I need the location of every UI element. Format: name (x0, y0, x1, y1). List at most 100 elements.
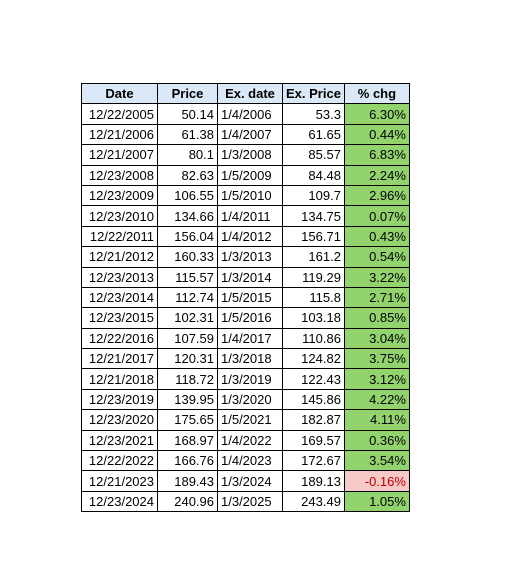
cell-ex-price[interactable]: 161.2 (282, 246, 345, 268)
cell-date[interactable]: 12/21/2006 (81, 123, 158, 146)
cell-pct-chg[interactable]: 2.24% (343, 164, 410, 186)
cell-pct-chg[interactable]: 0.44% (343, 123, 410, 146)
cell-ex-price[interactable]: 85.57 (282, 144, 345, 166)
cell-date[interactable]: 12/21/2023 (81, 470, 158, 492)
cell-ex-date[interactable]: 1/5/2015 (217, 286, 283, 309)
header-pct-chg[interactable]: % chg (343, 82, 410, 105)
cell-pct-chg[interactable]: 0.07% (343, 205, 410, 227)
cell-ex-date[interactable]: 1/3/2008 (217, 144, 283, 166)
cell-price[interactable]: 107.59 (157, 327, 218, 350)
cell-ex-price[interactable]: 84.48 (282, 164, 345, 186)
cell-pct-chg[interactable]: 3.04% (343, 327, 410, 350)
cell-ex-date[interactable]: 1/3/2020 (217, 388, 283, 411)
cell-price[interactable]: 134.66 (157, 205, 218, 227)
cell-ex-date[interactable]: 1/5/2021 (217, 409, 283, 431)
cell-price[interactable]: 61.38 (157, 123, 218, 146)
cell-price[interactable]: 156.04 (157, 225, 218, 248)
cell-ex-date[interactable]: 1/4/2023 (217, 450, 283, 472)
cell-ex-price[interactable]: 172.67 (282, 450, 345, 472)
cell-ex-price[interactable]: 182.87 (282, 409, 345, 431)
cell-date[interactable]: 12/23/2019 (81, 388, 158, 411)
cell-pct-chg[interactable]: -0.16% (343, 470, 410, 492)
cell-ex-price[interactable]: 189.13 (282, 470, 345, 492)
cell-ex-date[interactable]: 1/3/2013 (217, 246, 283, 268)
cell-ex-date[interactable]: 1/3/2018 (217, 348, 283, 370)
cell-pct-chg[interactable]: 3.75% (343, 348, 410, 370)
cell-ex-date[interactable]: 1/4/2012 (217, 225, 283, 248)
header-date[interactable]: Date (81, 82, 158, 105)
cell-date[interactable]: 12/23/2020 (81, 409, 158, 431)
cell-date[interactable]: 12/21/2017 (81, 348, 158, 370)
cell-pct-chg[interactable]: 3.22% (343, 266, 410, 288)
cell-price[interactable]: 160.33 (157, 246, 218, 268)
cell-pct-chg[interactable]: 3.12% (343, 368, 410, 390)
cell-pct-chg[interactable]: 2.96% (343, 184, 410, 207)
cell-ex-price[interactable]: 53.3 (282, 103, 345, 125)
cell-price[interactable]: 139.95 (157, 388, 218, 411)
cell-pct-chg[interactable]: 0.43% (343, 225, 410, 248)
cell-ex-price[interactable]: 103.18 (282, 307, 345, 329)
cell-date[interactable]: 12/22/2022 (81, 450, 158, 472)
cell-ex-price[interactable]: 134.75 (282, 205, 345, 227)
cell-pct-chg[interactable]: 3.54% (343, 450, 410, 472)
cell-ex-price[interactable]: 145.86 (282, 388, 345, 411)
cell-ex-date[interactable]: 1/5/2009 (217, 164, 283, 186)
cell-date[interactable]: 12/23/2014 (81, 286, 158, 309)
cell-date[interactable]: 12/21/2018 (81, 368, 158, 390)
cell-ex-price[interactable]: 115.8 (282, 286, 345, 309)
cell-date[interactable]: 12/23/2010 (81, 205, 158, 227)
cell-date[interactable]: 12/23/2015 (81, 307, 158, 329)
cell-price[interactable]: 166.76 (157, 450, 218, 472)
cell-ex-date[interactable]: 1/3/2024 (217, 470, 283, 492)
cell-ex-price[interactable]: 243.49 (282, 490, 345, 513)
cell-ex-date[interactable]: 1/4/2017 (217, 327, 283, 350)
cell-pct-chg[interactable]: 1.05% (343, 490, 410, 513)
cell-price[interactable]: 112.74 (157, 286, 218, 309)
cell-date[interactable]: 12/21/2007 (81, 144, 158, 166)
cell-date[interactable]: 12/22/2016 (81, 327, 158, 350)
header-ex-date[interactable]: Ex. date (217, 82, 283, 105)
cell-date[interactable]: 12/23/2009 (81, 184, 158, 207)
cell-price[interactable]: 240.96 (157, 490, 218, 513)
cell-ex-date[interactable]: 1/4/2011 (217, 205, 283, 227)
cell-price[interactable]: 115.57 (157, 266, 218, 288)
cell-date[interactable]: 12/23/2024 (81, 490, 158, 513)
cell-ex-date[interactable]: 1/3/2014 (217, 266, 283, 288)
cell-price[interactable]: 175.65 (157, 409, 218, 431)
cell-ex-date[interactable]: 1/5/2010 (217, 184, 283, 207)
cell-pct-chg[interactable]: 6.30% (343, 103, 410, 125)
cell-date[interactable]: 12/22/2011 (81, 225, 158, 248)
cell-ex-price[interactable]: 169.57 (282, 429, 345, 452)
cell-ex-date[interactable]: 1/5/2016 (217, 307, 283, 329)
cell-date[interactable]: 12/21/2012 (81, 246, 158, 268)
header-price[interactable]: Price (157, 82, 218, 105)
cell-pct-chg[interactable]: 4.22% (343, 388, 410, 411)
cell-pct-chg[interactable]: 0.85% (343, 307, 410, 329)
cell-price[interactable]: 189.43 (157, 470, 218, 492)
cell-pct-chg[interactable]: 2.71% (343, 286, 410, 309)
cell-pct-chg[interactable]: 0.36% (343, 429, 410, 452)
cell-pct-chg[interactable]: 4.11% (343, 409, 410, 431)
cell-price[interactable]: 80.1 (157, 144, 218, 166)
cell-price[interactable]: 50.14 (157, 103, 218, 125)
cell-pct-chg[interactable]: 0.54% (343, 246, 410, 268)
cell-price[interactable]: 82.63 (157, 164, 218, 186)
cell-ex-date[interactable]: 1/4/2022 (217, 429, 283, 452)
cell-price[interactable]: 168.97 (157, 429, 218, 452)
cell-date[interactable]: 12/23/2021 (81, 429, 158, 452)
cell-price[interactable]: 106.55 (157, 184, 218, 207)
cell-ex-date[interactable]: 1/3/2025 (217, 490, 283, 513)
cell-ex-price[interactable]: 110.86 (282, 327, 345, 350)
cell-ex-price[interactable]: 61.65 (282, 123, 345, 146)
cell-date[interactable]: 12/23/2013 (81, 266, 158, 288)
cell-date[interactable]: 12/22/2005 (81, 103, 158, 125)
cell-price[interactable]: 102.31 (157, 307, 218, 329)
cell-ex-price[interactable]: 122.43 (282, 368, 345, 390)
cell-price[interactable]: 120.31 (157, 348, 218, 370)
cell-ex-date[interactable]: 1/4/2006 (217, 103, 283, 125)
cell-price[interactable]: 118.72 (157, 368, 218, 390)
cell-ex-date[interactable]: 1/4/2007 (217, 123, 283, 146)
cell-date[interactable]: 12/23/2008 (81, 164, 158, 186)
cell-ex-price[interactable]: 124.82 (282, 348, 345, 370)
header-ex-price[interactable]: Ex. Price (282, 82, 345, 105)
